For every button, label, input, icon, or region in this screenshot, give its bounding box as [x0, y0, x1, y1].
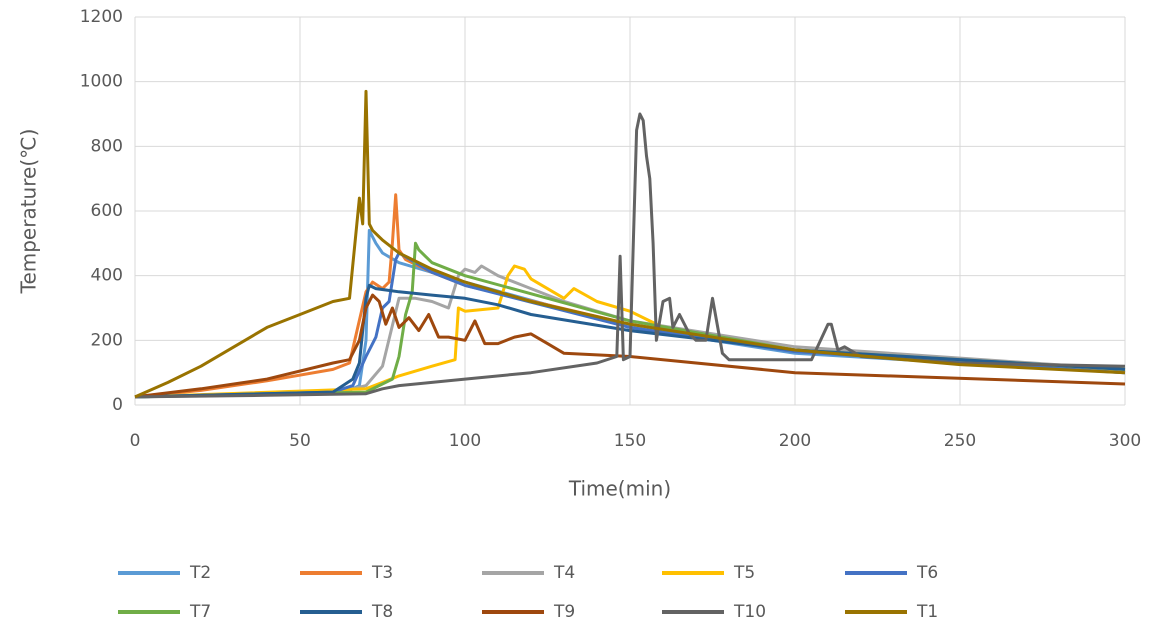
- legend-label: T8: [371, 602, 393, 622]
- y-tick-label: 1200: [80, 7, 123, 27]
- x-tick-label: 150: [614, 431, 646, 451]
- legend-label: T9: [553, 602, 575, 622]
- x-tick-label: 0: [130, 431, 141, 451]
- legend-label: T5: [733, 563, 755, 583]
- y-tick-label: 0: [112, 395, 123, 415]
- line-series: [134, 89, 1126, 399]
- x-tick-label: 100: [449, 431, 481, 451]
- x-tick-label: 250: [944, 431, 976, 451]
- legend-label: T3: [371, 563, 393, 583]
- y-tick-label: 200: [91, 330, 123, 350]
- y-tick-label: 800: [91, 136, 123, 156]
- line-series: [134, 264, 1126, 399]
- x-tick-label: 300: [1109, 431, 1141, 451]
- legend-label: T2: [189, 563, 211, 583]
- x-tick-label: 50: [289, 431, 311, 451]
- y-tick-label: 600: [91, 201, 123, 221]
- y-axis-title: Temperature(℃): [17, 129, 41, 295]
- legend-label: T4: [553, 563, 575, 583]
- line-series: [134, 293, 1126, 399]
- legend-label: T1: [916, 602, 938, 622]
- legend-label: T7: [189, 602, 211, 622]
- line-series: [134, 251, 1126, 399]
- legend-label: T6: [916, 563, 938, 583]
- line-series: [134, 283, 1126, 399]
- legend-label: T10: [733, 602, 766, 622]
- x-axis-title: Time(min): [568, 477, 671, 501]
- line-series: [134, 112, 1126, 399]
- y-tick-label: 400: [91, 266, 123, 286]
- y-tick-label: 1000: [80, 72, 123, 92]
- x-tick-label: 200: [779, 431, 811, 451]
- line-series: [134, 241, 1126, 399]
